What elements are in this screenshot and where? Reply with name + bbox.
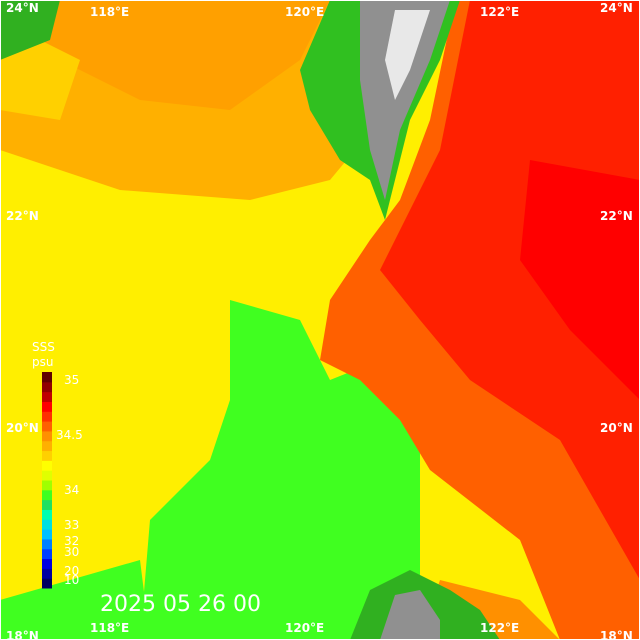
colorbar-label: 20 [64, 564, 79, 578]
colorbar-label: 10 [64, 573, 79, 587]
salinity-orange-dark [0, 0, 330, 110]
lon-label: 122°E [480, 621, 519, 635]
salinity-red [380, 0, 640, 580]
lon-label: 120°E [285, 5, 324, 19]
land-peaks [385, 10, 430, 100]
colorbar-label: 34.5 [56, 428, 83, 442]
lat-label: 20°N [600, 421, 633, 435]
colorbar-swatch [42, 372, 52, 383]
salinity-red-core [520, 160, 640, 400]
colorbar-title: SSS [32, 340, 55, 354]
colorbar-label: 34 [64, 483, 79, 497]
colorbar-swatch [42, 480, 52, 491]
colorbar-label: 30 [64, 545, 79, 559]
lon-label: 118°E [90, 5, 129, 19]
colorbar-swatch [42, 489, 52, 501]
colorbar-swatch [42, 401, 52, 412]
colorbar-swatch [42, 519, 52, 530]
colorbar-swatch [42, 509, 52, 520]
colorbar-swatch [42, 391, 52, 402]
colorbar [42, 372, 52, 589]
lon-label: 118°E [90, 621, 129, 635]
lat-label: 24°N [6, 1, 39, 15]
colorbar-swatch [42, 430, 52, 442]
lon-label: 122°E [480, 5, 519, 19]
colorbar-label: 33 [64, 518, 79, 532]
salinity-green [140, 300, 420, 640]
lat-label: 20°N [6, 421, 39, 435]
lon-label: 120°E [285, 621, 324, 635]
colorbar-swatch [42, 548, 52, 560]
colorbar-swatch [42, 499, 52, 510]
land-mainland [0, 0, 60, 60]
colorbar-swatch [42, 558, 52, 569]
colorbar-swatch [42, 411, 52, 422]
colorbar-swatch [42, 381, 52, 393]
colorbar-swatch [42, 470, 52, 481]
lat-label: 18°N [6, 629, 39, 640]
colorbar-label: 32 [64, 534, 79, 548]
colorbar-label: 35 [64, 373, 79, 387]
land-luzon-mountains [380, 590, 440, 640]
colorbar-swatch [42, 450, 52, 461]
timestamp: 2025 05 26 00 [100, 592, 261, 617]
lat-label: 22°N [6, 209, 39, 223]
colorbar-swatch [42, 538, 52, 550]
land-mountains [360, 0, 450, 200]
lat-label: 22°N [600, 209, 633, 223]
colorbar-swatch [42, 529, 52, 540]
salinity-green-sw [0, 560, 150, 640]
colorbar-unit: psu [32, 355, 53, 369]
colorbar-swatch [42, 421, 52, 432]
colorbar-swatch [42, 440, 52, 452]
colorbar-swatch [42, 460, 52, 471]
colorbar-swatch [42, 578, 52, 589]
lat-label: 18°N [600, 629, 633, 640]
colorbar-swatch [42, 568, 52, 579]
lat-label: 24°N [600, 1, 633, 15]
